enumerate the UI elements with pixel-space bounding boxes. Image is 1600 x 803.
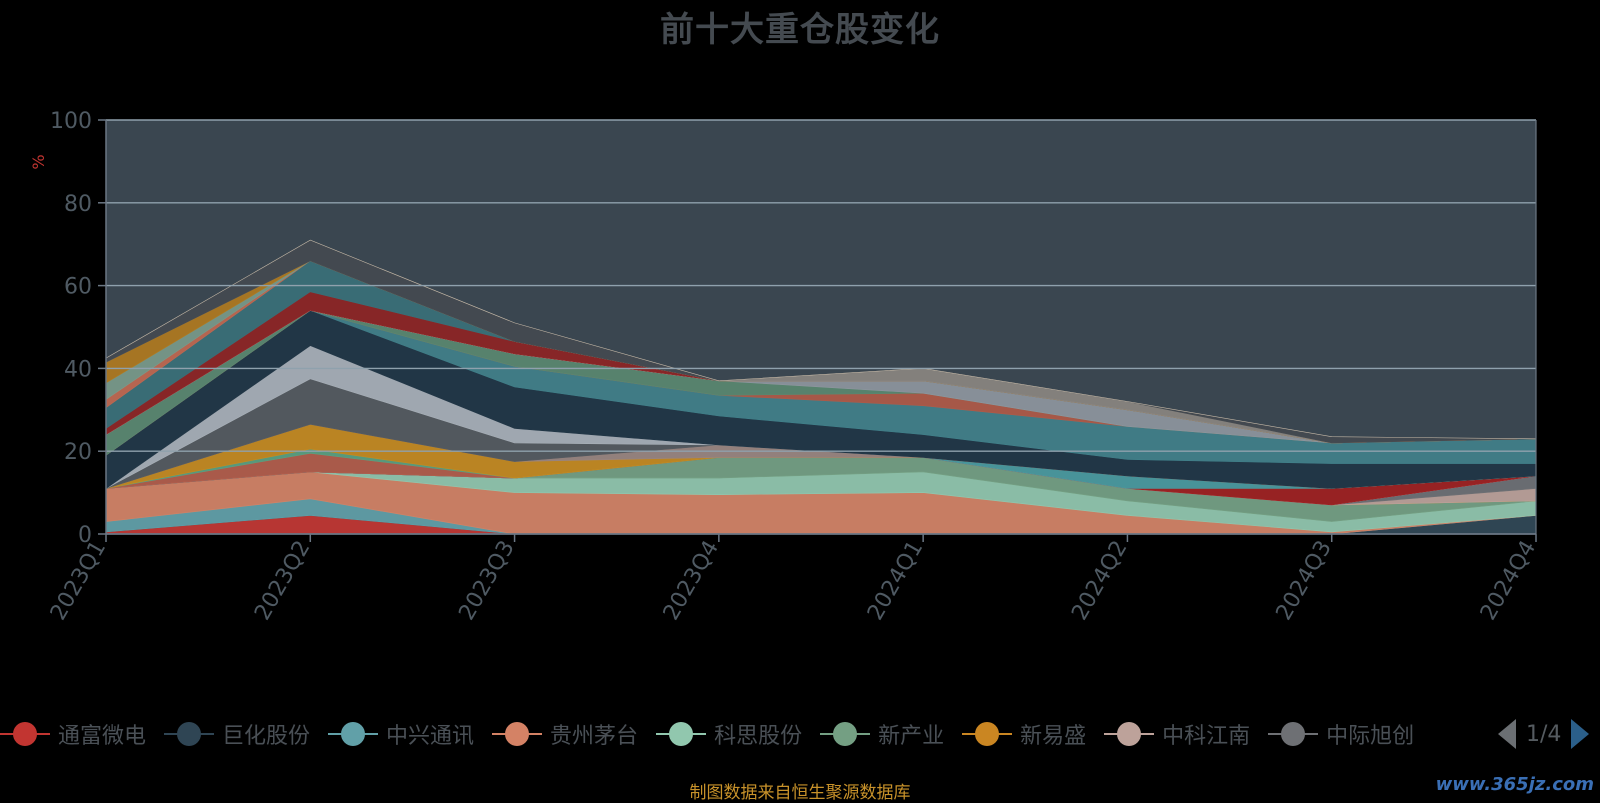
legend-item-3[interactable]: 贵州茅台 xyxy=(492,718,638,750)
legend-marker-icon xyxy=(328,722,379,746)
legend-items: 通富微电 巨化股份 中兴通讯 贵州茅台 科思股份 新产业 新易盛 中科江南 中际旭创 xyxy=(0,716,1480,752)
legend-page-indicator: 1/4 xyxy=(1526,721,1562,747)
watermark: www.365jz.com xyxy=(1435,774,1594,795)
x-tick-label-0: 2023Q1 xyxy=(46,537,111,625)
legend-marker-icon xyxy=(0,722,50,746)
legend-label: 贵州茅台 xyxy=(550,724,639,749)
x-tick-label-7: 2024Q4 xyxy=(1476,537,1541,625)
legend-item-7[interactable]: 中科江南 xyxy=(1104,718,1250,750)
chart-title: 前十大重仓股变化 xyxy=(660,10,940,50)
legend-label: 中际旭创 xyxy=(1326,724,1415,749)
y-tick-label-1: 20 xyxy=(64,440,92,465)
legend-item-5[interactable]: 新产业 xyxy=(820,718,944,750)
legend-prev-page-icon[interactable] xyxy=(1498,719,1516,749)
y-tick-label-2: 40 xyxy=(64,357,92,382)
legend-marker-icon xyxy=(164,722,215,746)
legend-marker-icon xyxy=(820,722,871,746)
x-tick-label-6: 2024Q3 xyxy=(1272,537,1337,625)
legend-pager: 1/4 xyxy=(1498,716,1590,752)
y-tick-label-0: 0 xyxy=(78,523,92,548)
x-tick-label-2: 2023Q3 xyxy=(454,537,519,625)
legend-label: 通富微电 xyxy=(58,724,147,749)
legend-item-1[interactable]: 巨化股份 xyxy=(164,718,310,750)
legend-label: 中科江南 xyxy=(1162,724,1251,749)
legend-item-2[interactable]: 中兴通讯 xyxy=(328,718,474,750)
legend-marker-icon xyxy=(1104,722,1155,746)
y-tick-label-5: 100 xyxy=(50,109,92,134)
legend-label: 科思股份 xyxy=(714,724,803,749)
legend-marker-icon xyxy=(492,722,543,746)
legend: 通富微电 巨化股份 中兴通讯 贵州茅台 科思股份 新产业 新易盛 中科江南 中际旭创 1/4 xyxy=(0,716,1600,752)
y-axis-label: % xyxy=(29,154,48,169)
x-tick-label-1: 2023Q2 xyxy=(250,537,315,625)
legend-item-0[interactable]: 通富微电 xyxy=(0,718,146,750)
x-tick-label-4: 2024Q1 xyxy=(863,537,928,625)
legend-item-6[interactable]: 新易盛 xyxy=(962,718,1086,750)
legend-marker-icon xyxy=(656,722,707,746)
legend-item-8[interactable]: 中际旭创 xyxy=(1268,718,1414,750)
legend-item-4[interactable]: 科思股份 xyxy=(656,718,802,750)
legend-next-page-icon[interactable] xyxy=(1571,719,1590,749)
legend-label: 新易盛 xyxy=(1020,724,1087,749)
legend-label: 巨化股份 xyxy=(222,724,311,749)
y-tick-label-3: 60 xyxy=(64,275,92,300)
source-note: 制图数据来自恒生聚源数据库 xyxy=(689,783,911,803)
legend-marker-icon xyxy=(1268,722,1319,746)
x-tick-label-5: 2024Q2 xyxy=(1067,537,1132,625)
legend-label: 中兴通讯 xyxy=(386,724,475,749)
legend-label: 新产业 xyxy=(878,724,945,749)
x-tick-label-3: 2023Q4 xyxy=(659,537,724,625)
y-tick-label-4: 80 xyxy=(64,192,92,217)
legend-marker-icon xyxy=(962,722,1013,746)
